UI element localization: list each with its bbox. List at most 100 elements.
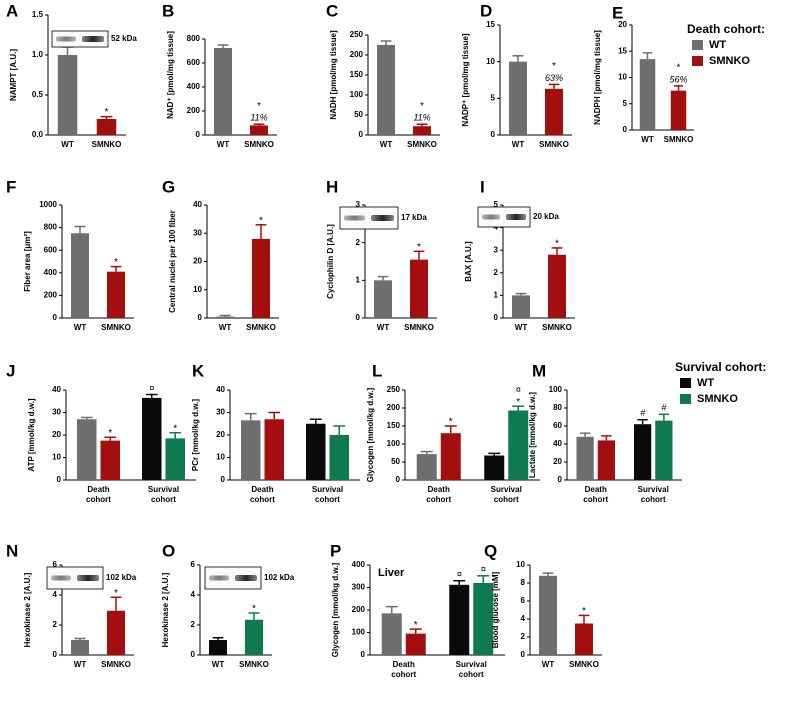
y-tick-label: 150 — [350, 70, 364, 79]
legend-title: Death cohort: — [687, 22, 765, 36]
x-tick-label: SMNKO — [542, 323, 572, 332]
blot-label: 20 kDa — [533, 212, 559, 221]
legend-label: SMNKO — [709, 55, 750, 67]
y-tick-label: 6 — [191, 560, 196, 569]
annotation: * — [552, 61, 556, 72]
y-tick-label: 50 — [354, 110, 363, 119]
y-tick-label: 30 — [216, 408, 225, 417]
bar — [165, 438, 185, 480]
annotation: * — [420, 101, 424, 112]
panel-letter: I — [480, 177, 485, 196]
y-tick-label: 10 — [486, 57, 495, 66]
x-tick-label: WT — [217, 140, 230, 149]
x-tick-label: SMNKO — [569, 660, 599, 669]
x-tick-label: WT — [380, 140, 393, 149]
y-tick-label: 30 — [52, 408, 61, 417]
y-tick-label: 10 — [52, 453, 61, 462]
y-tick-label: 2 — [191, 620, 196, 629]
y-tick-label: 0 — [521, 650, 526, 659]
blot-band — [344, 215, 365, 221]
y-tick-label: 2 — [356, 238, 361, 247]
blot-label: 52 kDa — [111, 34, 137, 43]
y-tick-label: 40 — [52, 385, 61, 394]
annotation: 11% — [413, 113, 430, 123]
y-tick-label: 15 — [486, 20, 495, 29]
bar — [214, 48, 232, 135]
x-tick-label: SMNKO — [664, 135, 694, 144]
panel-letter: M — [532, 361, 546, 380]
y-tick-label: 8 — [521, 578, 526, 587]
x-tick-label: Death cohort — [426, 485, 451, 504]
y-tick-label: 800 — [44, 223, 58, 232]
legend-label: WT — [709, 39, 726, 51]
panel-letter: Q — [484, 541, 497, 560]
panel-letter: D — [480, 1, 492, 20]
panel-letter: H — [326, 177, 338, 196]
y-tick-label: 10 — [516, 560, 525, 569]
y-tick-label: 400 — [352, 560, 366, 569]
x-tick-label: SMNKO — [244, 140, 274, 149]
y-tick-label: 100 — [352, 628, 366, 637]
y-axis-label: Fiber area [μm²] — [23, 231, 32, 292]
y-tick-label: 200 — [187, 106, 201, 115]
y-tick-label: 0 — [361, 650, 366, 659]
blot-label: 17 kDa — [401, 213, 427, 222]
y-tick-label: 10 — [216, 453, 225, 462]
y-tick-label: 6 — [53, 560, 58, 569]
annotation: # — [661, 403, 667, 413]
bar — [377, 45, 395, 135]
y-tick-label: 1000 — [39, 200, 57, 209]
y-tick-label: 800 — [187, 34, 201, 43]
bar — [100, 440, 120, 480]
y-tick-label: 100 — [350, 90, 364, 99]
blot-band — [51, 575, 71, 581]
bar — [216, 316, 234, 318]
y-tick-label: 250 — [350, 30, 364, 39]
annotation: * — [173, 423, 177, 434]
legend-label: SMNKO — [697, 393, 738, 405]
x-tick-label: Survival cohort — [148, 485, 179, 504]
bar — [508, 410, 529, 480]
x-tick-label: Death cohort — [250, 485, 275, 504]
bar — [374, 280, 392, 318]
y-tick-label: 40 — [216, 385, 225, 394]
bar — [57, 55, 78, 135]
bar — [509, 61, 527, 135]
blot-label: 102 kDa — [264, 573, 295, 582]
bar — [107, 610, 125, 655]
bar — [252, 238, 270, 318]
blot-band — [371, 215, 394, 221]
bar — [264, 419, 284, 480]
legend-swatch — [692, 40, 703, 50]
x-tick-label: Death cohort — [86, 485, 111, 504]
y-tick-label: 4 — [521, 614, 526, 623]
y-tick-label: 0 — [191, 650, 196, 659]
y-axis-label: Hexokinase 2 [A.U.] — [161, 572, 170, 647]
y-tick-label: 0 — [53, 650, 58, 659]
x-tick-label: WT — [74, 323, 87, 332]
annotation: * — [108, 428, 112, 439]
y-tick-label: 60 — [553, 421, 562, 430]
y-axis-label: Hexokinase 2 [A.U.] — [23, 572, 32, 647]
bar — [405, 633, 426, 655]
blot-band — [77, 575, 99, 581]
y-tick-label: 0 — [57, 475, 62, 484]
y-tick-label: 20 — [618, 20, 627, 29]
blot-band — [56, 36, 76, 42]
y-tick-label: 600 — [187, 58, 201, 67]
annotation: ¤ — [149, 383, 154, 393]
annotation: 11% — [250, 113, 267, 123]
panel-letter: P — [330, 541, 341, 560]
y-tick-label: 15 — [618, 46, 627, 55]
y-tick-label: 2 — [521, 632, 526, 641]
x-tick-label: SMNKO — [246, 323, 276, 332]
y-axis-label: Glycogen [mmol/kg d.w.] — [366, 387, 375, 482]
x-tick-label: WT — [219, 323, 232, 332]
x-tick-label: SMNKO — [239, 660, 269, 669]
y-tick-label: 20 — [553, 457, 562, 466]
panel-letter: K — [192, 361, 205, 380]
y-tick-label: 0 — [221, 475, 226, 484]
bar — [639, 59, 656, 130]
y-tick-label: 0 — [359, 130, 364, 139]
y-tick-label: 0 — [558, 475, 563, 484]
